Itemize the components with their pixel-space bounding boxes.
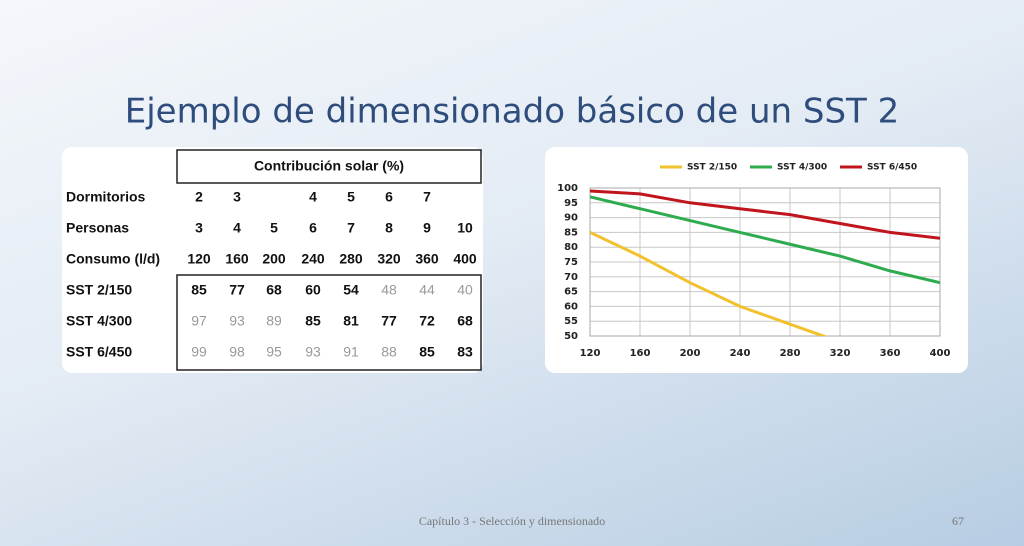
y-tick-label: 95 bbox=[564, 198, 578, 209]
y-tick-label: 80 bbox=[564, 242, 578, 253]
table-cell: 95 bbox=[266, 344, 282, 360]
row-label: Consumo (l/d) bbox=[66, 251, 160, 267]
legend-label: SST 6/450 bbox=[867, 163, 917, 173]
row-label: SST 4/300 bbox=[66, 313, 132, 329]
table-cell: 3 bbox=[195, 220, 203, 236]
table-cell: 77 bbox=[229, 282, 245, 298]
table-cell: 4 bbox=[233, 220, 241, 236]
x-tick-label: 400 bbox=[930, 348, 951, 359]
table-cell: 400 bbox=[453, 251, 477, 267]
y-tick-label: 70 bbox=[564, 272, 578, 283]
series-line bbox=[590, 231, 828, 336]
table-cell: 160 bbox=[225, 251, 249, 267]
x-tick-label: 320 bbox=[830, 348, 851, 359]
y-tick-label: 65 bbox=[564, 287, 578, 298]
table-cell: 99 bbox=[191, 344, 207, 360]
table-cell: 98 bbox=[229, 344, 245, 360]
table-cell: 60 bbox=[305, 282, 321, 298]
x-tick-label: 280 bbox=[780, 348, 801, 359]
table-cell: 54 bbox=[343, 282, 359, 298]
x-tick-label: 240 bbox=[730, 348, 751, 359]
plot-lines bbox=[590, 189, 940, 336]
series-line bbox=[590, 195, 940, 285]
x-tick-label: 200 bbox=[680, 348, 701, 359]
table-cell: 280 bbox=[339, 251, 363, 267]
table-cell: 200 bbox=[262, 251, 286, 267]
footer-chapter: Capítulo 3 - Selección y dimensionado bbox=[419, 514, 605, 528]
table-cell: 7 bbox=[423, 189, 431, 205]
table-cell: 360 bbox=[415, 251, 439, 267]
row-label: Dormitorios bbox=[66, 189, 146, 205]
x-tick-label: 120 bbox=[580, 348, 601, 359]
table-cell: 89 bbox=[266, 313, 282, 329]
legend-label: SST 2/150 bbox=[687, 163, 737, 173]
table-cell: 7 bbox=[347, 220, 355, 236]
table-cell: 85 bbox=[419, 344, 435, 360]
row-label: SST 2/150 bbox=[66, 282, 132, 298]
y-tick-label: 100 bbox=[557, 183, 578, 194]
table-cell: 44 bbox=[419, 282, 435, 298]
y-tick-label: 90 bbox=[564, 213, 578, 224]
table-cell: 93 bbox=[229, 313, 245, 329]
table-cell: 120 bbox=[187, 251, 211, 267]
y-tick-label: 85 bbox=[564, 227, 578, 238]
table-cell: 81 bbox=[343, 313, 359, 329]
table-cell: 240 bbox=[301, 251, 325, 267]
table-cell: 91 bbox=[343, 344, 359, 360]
plot-frame bbox=[589, 187, 941, 337]
y-tick-label: 60 bbox=[564, 301, 578, 312]
x-tick-label: 360 bbox=[880, 348, 901, 359]
header-box bbox=[176, 149, 482, 184]
table-cell: 5 bbox=[347, 189, 355, 205]
table-cell: 3 bbox=[233, 189, 241, 205]
table-cell: 4 bbox=[309, 189, 317, 205]
y-tick-label: 75 bbox=[564, 257, 578, 268]
table-cell: 320 bbox=[377, 251, 401, 267]
table-cell: 85 bbox=[191, 282, 207, 298]
chart-panel bbox=[545, 147, 968, 373]
table-cell: 68 bbox=[266, 282, 282, 298]
table-header: Contribución solar (%) bbox=[254, 158, 404, 174]
table-cell: 6 bbox=[385, 189, 393, 205]
legend-label: SST 4/300 bbox=[777, 163, 827, 173]
y-tick-label: 50 bbox=[564, 331, 578, 342]
table-cell: 77 bbox=[381, 313, 397, 329]
table-cell: 8 bbox=[385, 220, 393, 236]
results-box bbox=[176, 274, 482, 371]
table-cell: 88 bbox=[381, 344, 397, 360]
page-number: 67 bbox=[952, 514, 964, 528]
table-cell: 68 bbox=[457, 313, 473, 329]
table-cell: 2 bbox=[195, 189, 203, 205]
table-cell: 85 bbox=[305, 313, 321, 329]
row-label: Personas bbox=[66, 220, 129, 236]
table-cell: 10 bbox=[457, 220, 473, 236]
table-cell: 5 bbox=[270, 220, 278, 236]
table-cell: 72 bbox=[419, 313, 435, 329]
table-cell: 97 bbox=[191, 313, 207, 329]
table-cell: 83 bbox=[457, 344, 473, 360]
y-tick-label: 55 bbox=[564, 316, 578, 327]
table-cell: 6 bbox=[309, 220, 317, 236]
table-cell: 48 bbox=[381, 282, 397, 298]
table-cell: 9 bbox=[423, 220, 431, 236]
slide-title: Ejemplo de dimensionado básico de un SST… bbox=[125, 92, 900, 132]
x-tick-label: 160 bbox=[630, 348, 651, 359]
table-cell: 93 bbox=[305, 344, 321, 360]
row-label: SST 6/450 bbox=[66, 344, 132, 360]
table-cell: 40 bbox=[457, 282, 473, 298]
table-panel bbox=[62, 147, 483, 373]
series-line bbox=[590, 189, 940, 240]
